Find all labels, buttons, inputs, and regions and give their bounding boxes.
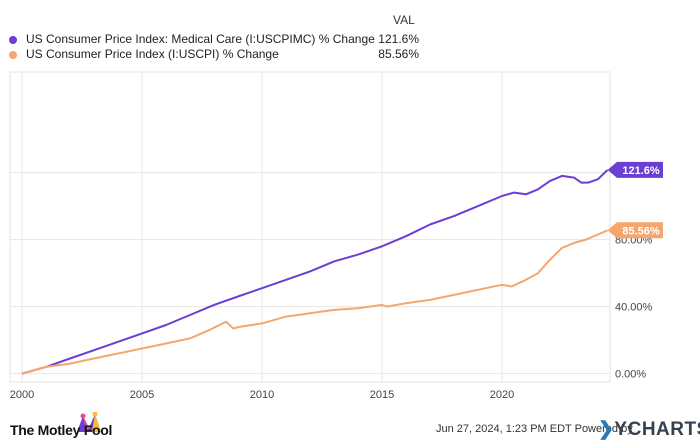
legend-item-label: US Consumer Price Index (I:USCPI) % Chan… xyxy=(26,47,279,61)
plot-area xyxy=(9,71,611,383)
motley-fool-logo: The Motley Fool xyxy=(8,412,138,442)
x-tick-label: 2000 xyxy=(10,389,34,401)
series-end-label: 85.56% xyxy=(622,225,660,237)
footer-timestamp: Jun 27, 2024, 1:23 PM EDT Powered by xyxy=(436,423,633,435)
legend-item-medical-care[interactable]: US Consumer Price Index: Medical Care (I… xyxy=(9,32,419,48)
y-tick-label: 0.00% xyxy=(615,369,646,381)
legend-dot-icon xyxy=(9,36,17,44)
legend-item-cpi[interactable]: US Consumer Price Index (I:USCPI) % Chan… xyxy=(9,47,419,63)
legend-dot-icon xyxy=(9,51,17,59)
chart-legend: VAL US Consumer Price Index: Medical Car… xyxy=(0,0,420,63)
series-end-label-box xyxy=(607,222,663,239)
ycharts-wordmark: YCHARTS xyxy=(614,419,700,440)
y-tick-label: 40.00% xyxy=(615,302,653,314)
ycharts-chevron-icon: ❯ xyxy=(598,419,615,440)
series-line-0 xyxy=(21,169,609,375)
series-line-1 xyxy=(21,229,609,375)
series-end-label: 121.6% xyxy=(622,165,660,177)
motley-fool-wordmark: The Motley Fool xyxy=(10,422,113,438)
jester-hat-icon xyxy=(77,412,101,432)
x-tick-label: 2020 xyxy=(490,389,514,401)
legend-item-value: 121.6% xyxy=(378,32,419,46)
legend-item-value: 85.56% xyxy=(378,47,419,61)
x-tick-label: 2015 xyxy=(370,389,394,401)
legend-item-label: US Consumer Price Index: Medical Care (I… xyxy=(26,32,375,46)
x-tick-label: 2005 xyxy=(130,389,154,401)
series-end-label-box xyxy=(607,161,663,178)
legend-value-header: VAL xyxy=(393,13,415,27)
x-tick-label: 2010 xyxy=(250,389,274,401)
ycharts-logo: ❯YCHARTS xyxy=(598,418,700,441)
